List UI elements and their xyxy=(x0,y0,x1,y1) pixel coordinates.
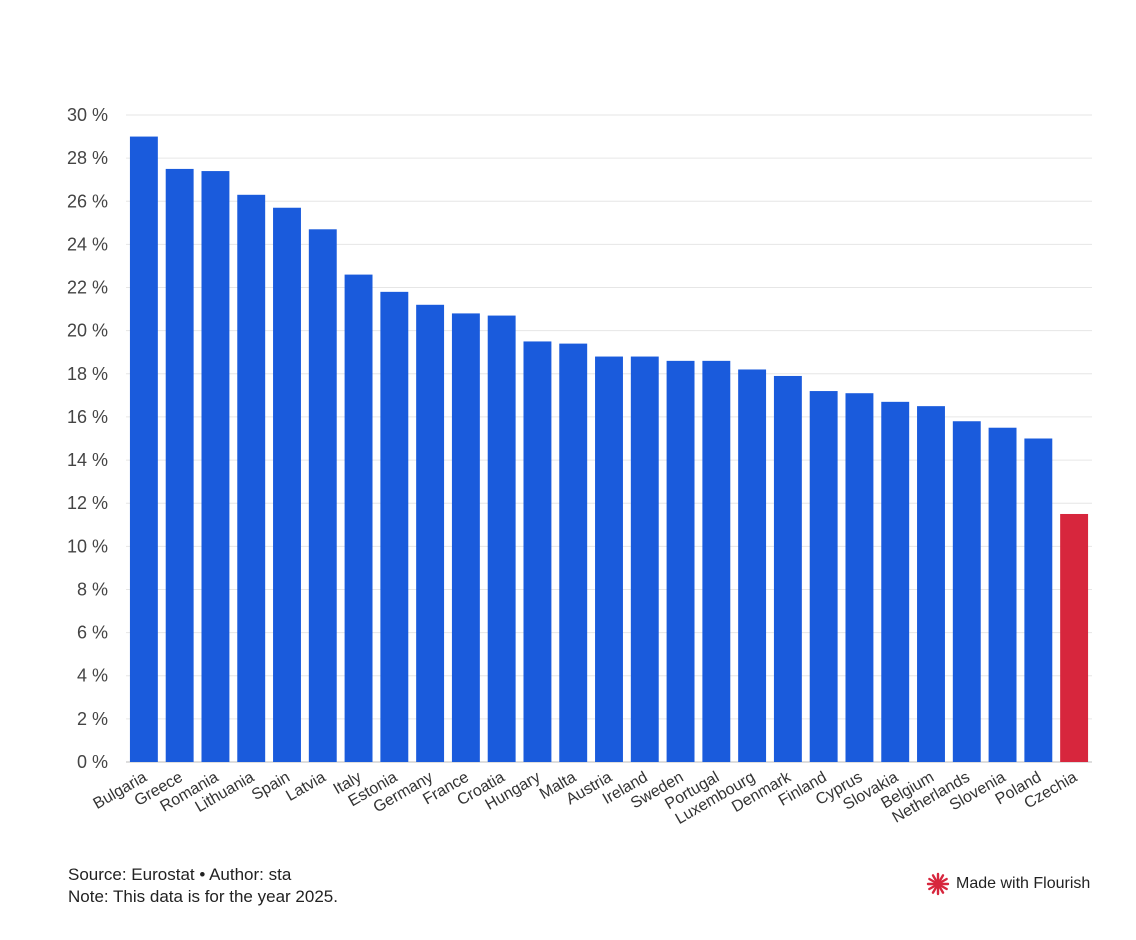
bar-croatia[interactable] xyxy=(487,315,516,762)
y-tick-label: 14 % xyxy=(67,450,108,470)
y-tick-label: 12 % xyxy=(67,493,108,513)
bar-belgium[interactable] xyxy=(917,406,945,762)
y-tick-label: 20 % xyxy=(67,321,108,341)
bar-hungary[interactable] xyxy=(523,341,552,762)
bar-poland[interactable] xyxy=(1024,438,1053,763)
bar-greece[interactable] xyxy=(165,168,194,762)
bar-lithuania[interactable] xyxy=(237,194,266,763)
bar-luxembourg[interactable] xyxy=(738,369,767,762)
bar-malta[interactable] xyxy=(559,343,588,762)
y-tick-label: 6 % xyxy=(77,623,108,643)
bar-italy[interactable] xyxy=(344,274,373,762)
bar-cyprus[interactable] xyxy=(845,393,874,762)
y-tick-label: 16 % xyxy=(67,407,108,427)
bar-czechia[interactable] xyxy=(1060,513,1089,762)
bar-finland[interactable] xyxy=(809,391,838,762)
y-tick-label: 26 % xyxy=(67,191,108,211)
bar-bulgaria[interactable] xyxy=(129,136,158,763)
bar-latvia[interactable] xyxy=(308,229,337,762)
bars xyxy=(129,136,1089,763)
y-tick-label: 8 % xyxy=(77,579,108,599)
bar-germany[interactable] xyxy=(416,304,445,762)
bar-romania[interactable] xyxy=(201,171,230,762)
bar-ireland[interactable] xyxy=(630,356,659,762)
note-text: Note: This data is for the year 2025. xyxy=(68,887,338,906)
flourish-logo-icon xyxy=(926,872,950,896)
bar-chart: 0 % 2 % 4 % 6 % 8 % 10 % 12 % 14 % 16 % 18 % 20 % 2… xyxy=(67,105,1092,828)
y-tick-label: 24 % xyxy=(67,234,108,254)
y-tick-label: 4 % xyxy=(77,666,108,686)
bar-netherlands[interactable] xyxy=(952,421,981,762)
bar-sweden[interactable] xyxy=(666,360,695,762)
bar-austria[interactable] xyxy=(595,356,623,762)
badge-label: Made with Flourish xyxy=(956,875,1091,892)
source-text: Source: Eurostat • Author: sta xyxy=(68,865,292,884)
y-tick-label: 30 % xyxy=(67,105,108,125)
made-with-flourish-badge[interactable]: Made with Flourish xyxy=(926,872,1090,896)
bar-france[interactable] xyxy=(451,313,480,762)
x-tick-label: Latvia xyxy=(283,769,329,805)
y-tick-label: 28 % xyxy=(67,148,108,168)
bar-spain[interactable] xyxy=(273,207,301,762)
x-axis: BulgariaGreeceRomaniaLithuaniaSpainLatvi… xyxy=(91,768,1081,828)
y-tick-label: 2 % xyxy=(77,709,108,729)
bar-slovakia[interactable] xyxy=(881,401,910,762)
y-tick-label: 10 % xyxy=(67,536,108,556)
bar-estonia[interactable] xyxy=(380,291,409,762)
x-tick-label: Spain xyxy=(249,769,293,804)
chart-footer: Source: Eurostat • Author: sta Note: Thi… xyxy=(68,864,338,908)
bar-portugal[interactable] xyxy=(702,360,731,762)
y-axis: 0 % 2 % 4 % 6 % 8 % 10 % 12 % 14 % 16 % 18 % 20 % 2… xyxy=(67,105,108,772)
bar-denmark[interactable] xyxy=(773,375,802,762)
bar-slovenia[interactable] xyxy=(988,427,1017,762)
y-tick-label: 22 % xyxy=(67,278,108,298)
y-tick-label: 0 % xyxy=(77,752,108,772)
y-tick-label: 18 % xyxy=(67,364,108,384)
